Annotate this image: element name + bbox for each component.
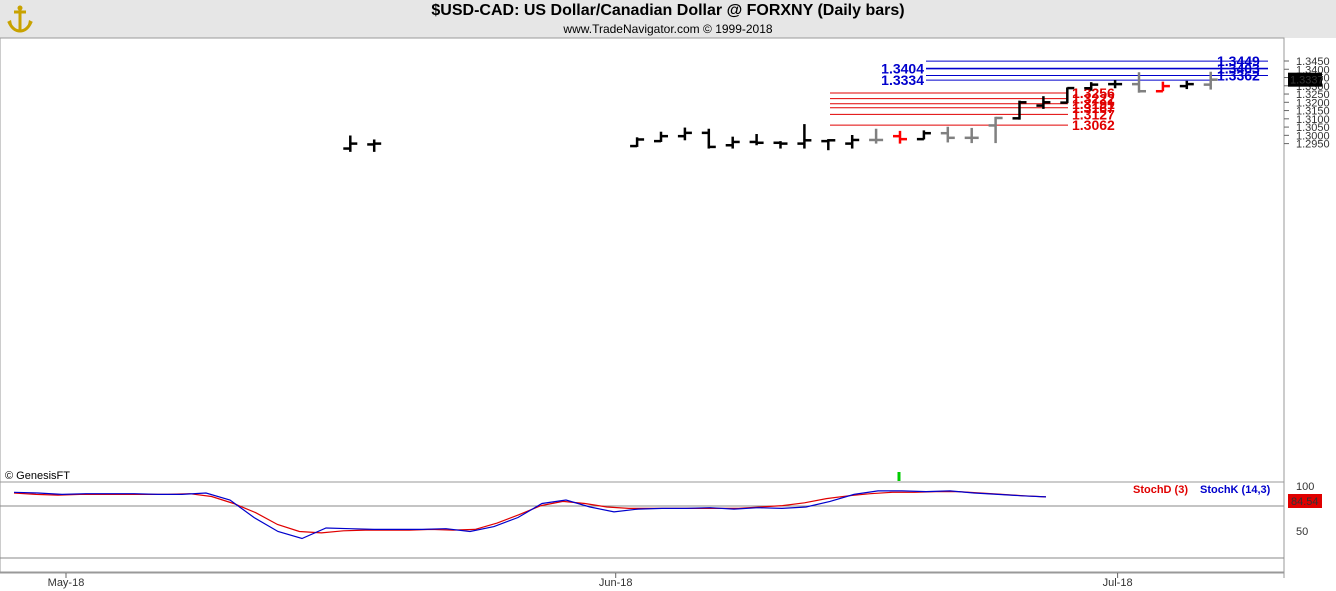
last-price-label: 1.3337 (1290, 75, 1324, 87)
ohlc-bar (702, 129, 716, 149)
ohlc-bar (654, 132, 668, 142)
date-tick-label: May-18 (48, 577, 85, 589)
ohlc-bar (917, 130, 931, 139)
ohlc-bar (989, 117, 1003, 143)
resistance-label-right: 1.3362 (1217, 68, 1260, 84)
legend-stochd: StochD (3) (1133, 484, 1188, 496)
ohlc-bar (343, 136, 357, 152)
ohlc-bar (750, 134, 764, 145)
ohlc-bar (1036, 96, 1050, 109)
stoch-series-line (14, 492, 1046, 533)
price-tick-label: 1.3450 (1296, 56, 1330, 68)
signal-marker (898, 472, 901, 481)
ohlc-bar (965, 128, 979, 143)
stoch-tick-label: 100 (1296, 481, 1314, 493)
stoch-series-line (14, 491, 1046, 539)
ohlc-bar (726, 137, 740, 149)
credit-label: © GenesisFT (5, 470, 70, 482)
ohlc-bar (774, 141, 788, 148)
legend-stochk: StochK (14,3) (1200, 484, 1271, 496)
resistance-label-left: 1.3334 (881, 72, 924, 88)
ohlc-bar (893, 131, 907, 144)
ohlc-bar (678, 128, 692, 141)
ohlc-bar (821, 139, 835, 150)
ohlc-bar (630, 137, 644, 147)
stoch-tick-label: 50 (1296, 526, 1308, 538)
ohlc-bar (1156, 82, 1170, 92)
date-tick-label: Jun-18 (599, 577, 633, 589)
ohlc-bar (869, 129, 883, 144)
ohlc-bar (845, 135, 859, 149)
support-label: 1.3062 (1072, 117, 1115, 133)
stoch-last-label: 84.54 (1291, 496, 1319, 508)
ohlc-bar (941, 127, 955, 143)
date-tick-label: Jul-18 (1103, 577, 1133, 589)
ohlc-bar (797, 124, 811, 148)
ohlc-bar (1180, 81, 1194, 89)
ohlc-bar (367, 139, 381, 151)
